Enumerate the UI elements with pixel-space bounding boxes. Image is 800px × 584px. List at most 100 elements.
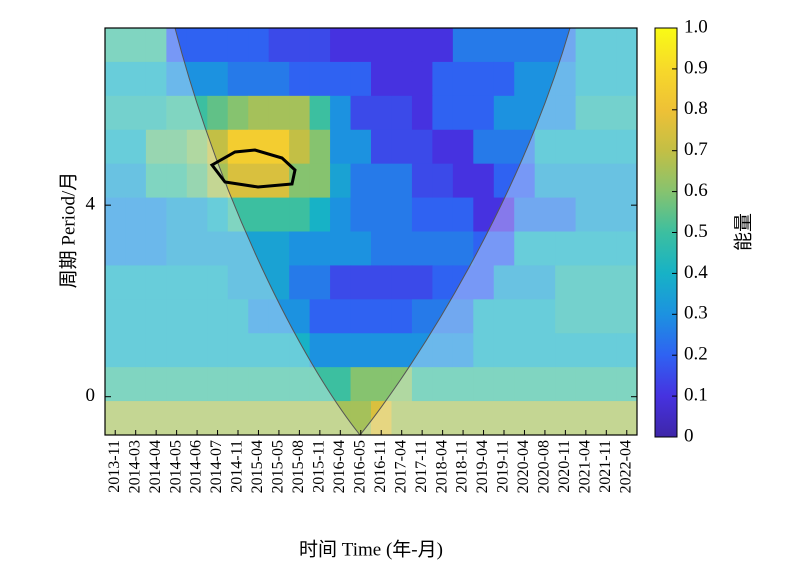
heat-cell <box>309 401 331 436</box>
heat-cell <box>350 61 372 97</box>
heat-cell <box>596 28 618 63</box>
heat-cell <box>350 28 372 63</box>
heat-cell <box>391 129 413 165</box>
heat-cell <box>432 231 454 266</box>
x-tick-label: 2020-04 <box>515 440 532 493</box>
heat-cell <box>534 163 556 199</box>
heat-cell <box>186 299 208 334</box>
heat-cell <box>289 197 311 232</box>
heat-cell <box>207 401 229 436</box>
heat-cell <box>350 163 372 199</box>
heat-cell <box>350 265 372 300</box>
heat-cell <box>207 265 229 300</box>
heat-cell <box>432 265 454 300</box>
colorbar-label: 能量 <box>732 213 754 251</box>
heat-cell <box>575 61 597 97</box>
x-tick-label: 2019-04 <box>474 440 491 493</box>
heat-cell <box>575 367 597 402</box>
heat-cell <box>514 197 536 232</box>
heat-cell <box>452 265 474 300</box>
heat-cell <box>289 129 311 165</box>
heat-cell <box>248 265 270 300</box>
heat-cell <box>411 129 433 165</box>
heat-cell <box>105 367 126 402</box>
heat-cell <box>616 401 638 436</box>
heat-cell <box>166 197 188 232</box>
heat-cell <box>575 401 597 436</box>
heat-cell <box>432 333 454 368</box>
heat-cell <box>145 129 167 165</box>
heat-cell <box>105 265 126 300</box>
heat-cell <box>391 95 413 131</box>
heat-cell <box>248 401 270 436</box>
heat-cell <box>227 61 249 97</box>
heat-cell <box>330 28 352 63</box>
heat-cell <box>514 163 536 199</box>
heat-cell <box>432 95 454 131</box>
heat-cell <box>432 367 454 402</box>
heat-cell <box>268 299 290 334</box>
heat-cell <box>268 95 290 131</box>
heat-cell <box>125 367 147 402</box>
heat-cell <box>186 265 208 300</box>
heat-cell <box>309 265 331 300</box>
x-tick-label: 2014-04 <box>147 440 164 493</box>
heat-cell <box>289 95 311 131</box>
heat-cell <box>227 299 249 334</box>
colorbar-tick-label: 0.6 <box>684 180 708 201</box>
heat-cell <box>596 95 618 131</box>
heat-cell <box>493 401 515 436</box>
heat-cell <box>452 129 474 165</box>
heat-cell <box>248 61 270 97</box>
heat-cell <box>371 401 392 436</box>
colorbar-tick-label: 0.1 <box>684 384 708 405</box>
x-tick-label: 2015-05 <box>270 440 287 493</box>
heat-cell <box>350 367 372 402</box>
heat-cell <box>555 299 577 334</box>
x-tick-label: 2021-11 <box>597 440 614 493</box>
heat-cell <box>125 95 147 131</box>
heat-cell <box>227 265 249 300</box>
heat-cell <box>452 367 474 402</box>
heat-cell <box>473 231 495 266</box>
heat-cell <box>289 299 311 334</box>
heat-cell <box>145 265 167 300</box>
heat-cell <box>207 367 229 402</box>
heat-cell <box>227 163 249 199</box>
heat-cell <box>145 333 167 368</box>
heat-cell <box>105 61 126 97</box>
heat-cell <box>227 28 249 63</box>
heat-cell <box>350 231 372 266</box>
heat-cell <box>330 401 352 436</box>
heat-cell <box>166 401 188 436</box>
heat-cell <box>289 61 311 97</box>
heat-cell <box>575 197 597 232</box>
heat-cell <box>330 299 352 334</box>
significance-contour <box>209 148 297 189</box>
heat-cell <box>105 129 126 165</box>
heat-cell <box>207 197 229 232</box>
heat-cell <box>330 231 352 266</box>
heat-cell <box>186 163 208 199</box>
heat-cell <box>166 265 188 300</box>
heat-cell <box>391 197 413 232</box>
heat-cell <box>432 299 454 334</box>
heat-cell <box>514 401 536 436</box>
heat-cell <box>268 129 290 165</box>
heat-cell <box>145 163 167 199</box>
heat-cell <box>371 61 392 97</box>
heat-cell <box>555 367 577 402</box>
heat-cell <box>616 231 638 266</box>
heat-cell <box>534 197 556 232</box>
heat-cell <box>227 333 249 368</box>
heat-cell <box>309 129 331 165</box>
heat-cell <box>105 231 126 266</box>
x-tick-label: 2014-05 <box>167 440 184 493</box>
heat-cell <box>514 265 536 300</box>
heat-cell <box>575 95 597 131</box>
x-tick-label: 2017-04 <box>392 440 409 493</box>
heat-cell <box>534 129 556 165</box>
heat-cell <box>452 61 474 97</box>
heat-cell <box>555 28 577 63</box>
